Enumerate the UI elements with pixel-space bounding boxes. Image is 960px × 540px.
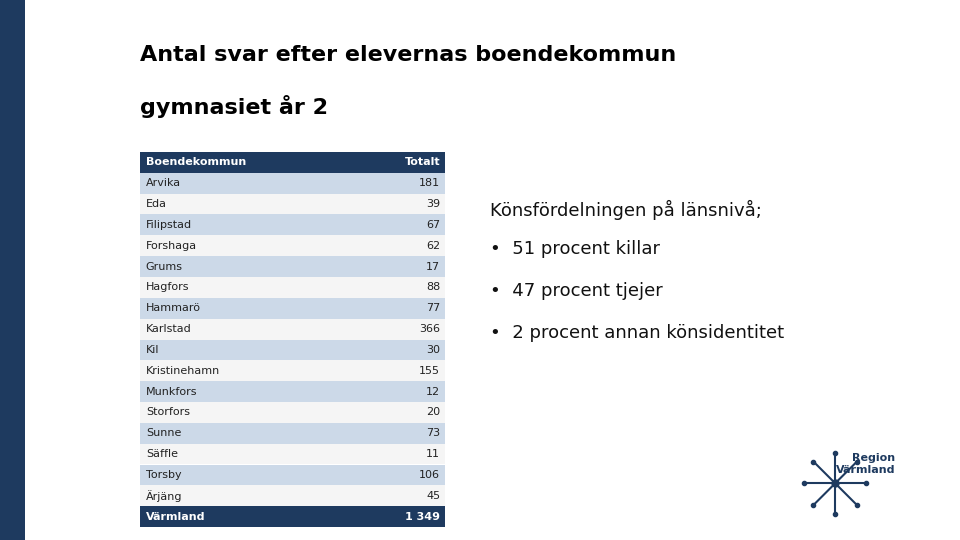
Text: Könsfördelningen på länsnivå;: Könsfördelningen på länsnivå;	[490, 200, 762, 220]
Text: Säffle: Säffle	[146, 449, 178, 459]
Text: Grums: Grums	[146, 261, 182, 272]
Text: Arvika: Arvika	[146, 178, 180, 188]
Text: 67: 67	[426, 220, 441, 230]
Text: gymnasiet år 2: gymnasiet år 2	[140, 95, 328, 118]
Text: 106: 106	[420, 470, 441, 480]
Text: Region
Värmland: Region Värmland	[835, 454, 895, 475]
Text: Hagfors: Hagfors	[146, 282, 189, 293]
Text: Kil: Kil	[146, 345, 159, 355]
Text: •  51 procent killar: • 51 procent killar	[490, 240, 660, 258]
Text: Hammarö: Hammarö	[146, 303, 201, 313]
Text: Antal svar efter elevernas boendekommun: Antal svar efter elevernas boendekommun	[140, 45, 676, 65]
Text: 88: 88	[426, 282, 441, 293]
Text: Torsby: Torsby	[146, 470, 181, 480]
Text: 11: 11	[426, 449, 441, 459]
Text: 12: 12	[426, 387, 441, 396]
Text: 20: 20	[426, 407, 441, 417]
Text: Munkfors: Munkfors	[146, 387, 197, 396]
Text: Kristinehamn: Kristinehamn	[146, 366, 220, 376]
Text: Totalt: Totalt	[404, 158, 441, 167]
Text: Eda: Eda	[146, 199, 167, 209]
Text: Storfors: Storfors	[146, 407, 190, 417]
Text: 39: 39	[426, 199, 441, 209]
Text: 17: 17	[426, 261, 441, 272]
Text: Karlstad: Karlstad	[146, 324, 191, 334]
Text: Boendekommun: Boendekommun	[146, 158, 246, 167]
Text: •  47 procent tjejer: • 47 procent tjejer	[490, 282, 662, 300]
Text: Sunne: Sunne	[146, 428, 181, 438]
Text: 62: 62	[426, 241, 441, 251]
Text: 155: 155	[420, 366, 441, 376]
Text: 181: 181	[420, 178, 441, 188]
Text: Ärjäng: Ärjäng	[146, 490, 182, 502]
Text: Värmland: Värmland	[146, 511, 205, 522]
Text: Filipstad: Filipstad	[146, 220, 192, 230]
Text: 77: 77	[426, 303, 441, 313]
Text: 1 349: 1 349	[405, 511, 441, 522]
Text: 73: 73	[426, 428, 441, 438]
Text: Forshaga: Forshaga	[146, 241, 197, 251]
Text: 30: 30	[426, 345, 441, 355]
Text: 366: 366	[420, 324, 441, 334]
Text: •  2 procent annan könsidentitet: • 2 procent annan könsidentitet	[490, 324, 784, 342]
Text: 45: 45	[426, 491, 441, 501]
